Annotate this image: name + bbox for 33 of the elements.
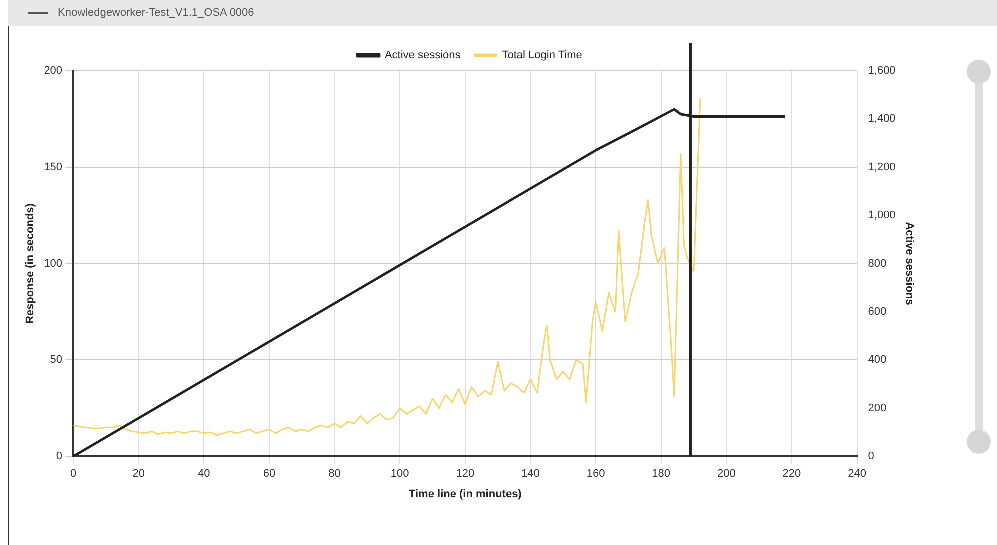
x-tick-label: 60 bbox=[263, 468, 276, 480]
x-tick-label: 180 bbox=[652, 468, 671, 480]
x-tick-label: 220 bbox=[782, 468, 802, 480]
x-axis-title: Time line (in minutes) bbox=[408, 488, 522, 500]
y-axis-title: Response (in seconds) bbox=[24, 203, 37, 324]
y2-tick-label: 1,600 bbox=[868, 65, 896, 78]
y2-tick-label: 1,200 bbox=[868, 161, 896, 174]
y-tick-label: 50 bbox=[50, 354, 63, 366]
x-tick-label: 20 bbox=[132, 468, 145, 480]
x-tick-label: 100 bbox=[390, 468, 410, 480]
y-tick-label: 200 bbox=[44, 65, 63, 78]
y2-tick-label: 800 bbox=[868, 258, 887, 270]
chart-title: Knowledgeworker-Test_V1.1_OSA 0006 bbox=[58, 7, 254, 19]
y-tick-label: 0 bbox=[56, 450, 63, 463]
legend-label: Active sessions bbox=[384, 50, 462, 62]
x-tick-label: 0 bbox=[70, 468, 77, 480]
y2-tick-label: 1,400 bbox=[868, 113, 896, 126]
y2-tick-label: 600 bbox=[868, 306, 887, 318]
x-tick-label: 240 bbox=[848, 468, 866, 480]
x-tick-label: 200 bbox=[717, 468, 736, 480]
x-tick-label: 80 bbox=[328, 468, 341, 480]
y2-tick-label: 400 bbox=[868, 354, 887, 366]
x-tick-label: 140 bbox=[522, 468, 540, 480]
x-tick-label: 160 bbox=[586, 468, 606, 480]
y2-axis-title: Active sessions bbox=[903, 222, 916, 306]
y-tick-label: 100 bbox=[44, 258, 63, 270]
legend-label: Total Login Time bbox=[502, 50, 582, 62]
y-tick-label: 150 bbox=[44, 161, 63, 174]
y2-tick-label: 1,000 bbox=[868, 210, 896, 222]
x-tick-label: 120 bbox=[456, 468, 475, 480]
y2-tick-label: 200 bbox=[868, 402, 887, 414]
x-tick-label: 40 bbox=[198, 468, 210, 480]
y2-tick-label: 0 bbox=[868, 450, 874, 463]
